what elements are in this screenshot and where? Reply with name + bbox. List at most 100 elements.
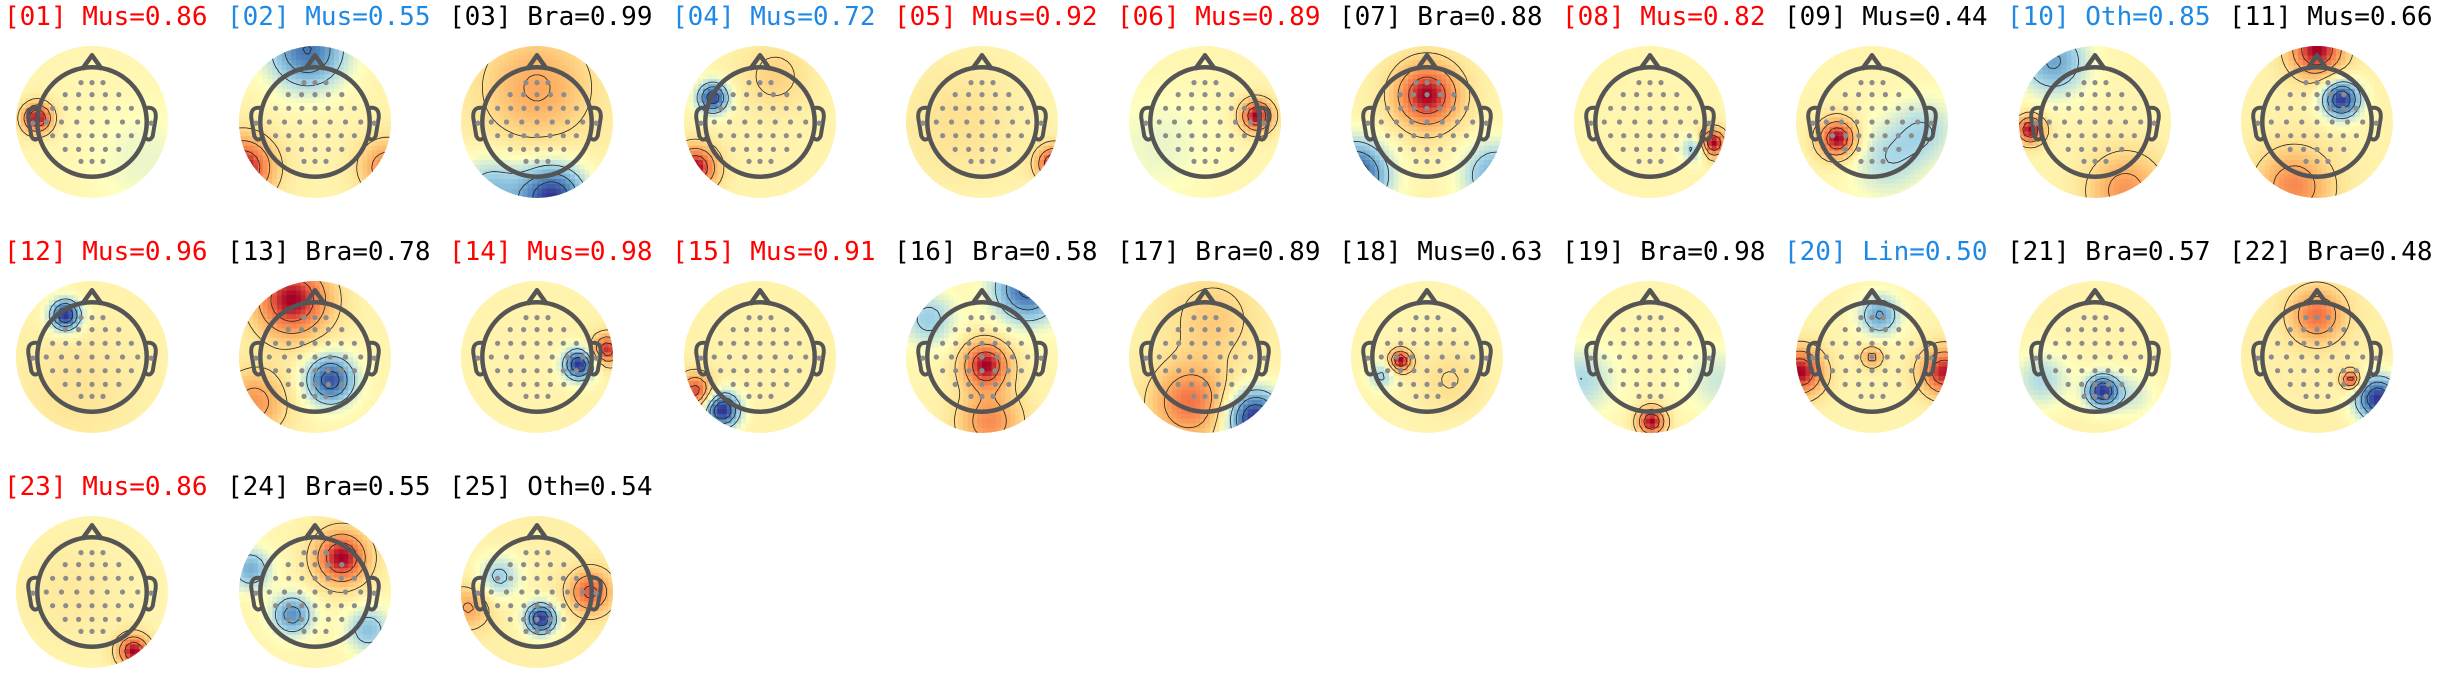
topomap-cell xyxy=(353,117,358,122)
topomap-cell xyxy=(561,84,566,89)
topomap-cell xyxy=(589,65,594,70)
topomap-cell xyxy=(291,51,296,56)
topomap-cell xyxy=(97,75,102,80)
topomap-cell xyxy=(405,41,410,46)
topomap-cell xyxy=(35,46,40,51)
topomap-cell xyxy=(518,46,523,51)
topomap-cell xyxy=(344,203,349,208)
topomap-cell xyxy=(287,141,292,146)
topomap-cell xyxy=(329,41,334,46)
topomap-cell xyxy=(334,103,339,108)
topomap-cell xyxy=(372,174,377,179)
topomap-cell xyxy=(83,84,88,89)
topomap-cell xyxy=(258,184,263,189)
topomap-cell xyxy=(253,84,258,89)
topomap-cell xyxy=(49,165,54,170)
topomap-cell xyxy=(391,141,396,146)
topomap-cell xyxy=(7,37,12,42)
topomap-cell xyxy=(140,193,145,198)
topomap-cell xyxy=(64,56,69,61)
topomap-cell xyxy=(401,146,406,151)
topomap-cell xyxy=(320,212,325,217)
topomap-cell xyxy=(144,94,149,99)
topomap-cell xyxy=(490,160,495,165)
topomap-cell xyxy=(125,117,130,122)
topomap-cell xyxy=(401,212,406,217)
topomap-cell xyxy=(87,170,92,175)
topomap-cell xyxy=(21,89,26,94)
topomap-cell xyxy=(258,155,263,160)
contour-line xyxy=(246,193,251,194)
topomap-cell xyxy=(140,122,145,127)
topomap-cell xyxy=(68,212,73,217)
topomap-cell xyxy=(45,127,50,132)
topomap-cell xyxy=(277,60,282,65)
topomap-cell xyxy=(7,108,12,113)
topomap-cell xyxy=(363,189,368,194)
topomap-cell xyxy=(391,151,396,156)
topomap-cell xyxy=(310,212,315,217)
topomap-cell xyxy=(253,75,258,80)
topomap-cell xyxy=(16,84,21,89)
topomap-cell xyxy=(168,89,173,94)
topomap-cell xyxy=(471,70,476,75)
topomap-cell xyxy=(542,132,547,137)
topomap-cell xyxy=(608,151,613,156)
topomap-cell xyxy=(154,98,159,103)
topomap-cell xyxy=(405,113,410,118)
topomap-cell xyxy=(106,208,111,213)
topomap-cell xyxy=(513,117,518,122)
contour-line xyxy=(232,153,234,155)
topomap-cell xyxy=(16,41,21,46)
topomap-cell xyxy=(513,179,518,184)
topomap-cell xyxy=(163,174,168,179)
topomap-cell xyxy=(513,79,518,84)
topomap-cell xyxy=(627,136,632,141)
topomap-cell xyxy=(494,41,499,46)
topomap-cell xyxy=(97,98,102,103)
topomap-cell xyxy=(532,32,537,37)
topomap-cell xyxy=(618,108,623,113)
topomap-cell xyxy=(320,141,325,146)
topomap-cell xyxy=(287,32,292,37)
topomap-cell xyxy=(244,46,249,51)
topomap-cell xyxy=(54,56,59,61)
topomap-cell xyxy=(234,70,239,75)
topomap-cell xyxy=(447,170,452,175)
topomap-cell xyxy=(116,41,121,46)
topomap-cell xyxy=(173,98,178,103)
topomap-cell xyxy=(168,136,173,141)
contour-line xyxy=(402,162,403,167)
topomap-cell xyxy=(64,84,69,89)
topomap-cell xyxy=(68,160,73,165)
topomap-cell xyxy=(26,203,31,208)
topomap-cell xyxy=(480,160,485,165)
topomap-cell xyxy=(239,108,244,113)
topomap-cell xyxy=(234,127,239,132)
topomap-cell xyxy=(509,98,514,103)
topomap-cell xyxy=(485,127,490,132)
topomap-cell xyxy=(344,212,349,217)
topomap-cell xyxy=(509,65,514,70)
topomap-cell xyxy=(556,56,561,61)
topomap-cell xyxy=(111,113,116,118)
topomap-cell xyxy=(613,113,618,118)
topomap-cell xyxy=(608,122,613,127)
topomap-cell xyxy=(45,174,50,179)
topomap-cell xyxy=(78,75,83,80)
topomap-cell xyxy=(111,193,116,198)
topomap-cell xyxy=(97,179,102,184)
topomap-cell xyxy=(73,37,78,42)
topomap-cell xyxy=(121,89,126,94)
topomap-cell xyxy=(68,136,73,141)
topomap-cell xyxy=(504,46,509,51)
topomap-cell xyxy=(230,56,235,61)
topomap-cell xyxy=(30,155,35,160)
topomap-cell xyxy=(163,51,168,56)
topomap-cell xyxy=(116,79,121,84)
topomap-cell xyxy=(344,103,349,108)
topomap-cell xyxy=(405,89,410,94)
topomap-cell xyxy=(396,174,401,179)
topomap-cell xyxy=(585,160,590,165)
topomap-cell xyxy=(97,132,102,137)
